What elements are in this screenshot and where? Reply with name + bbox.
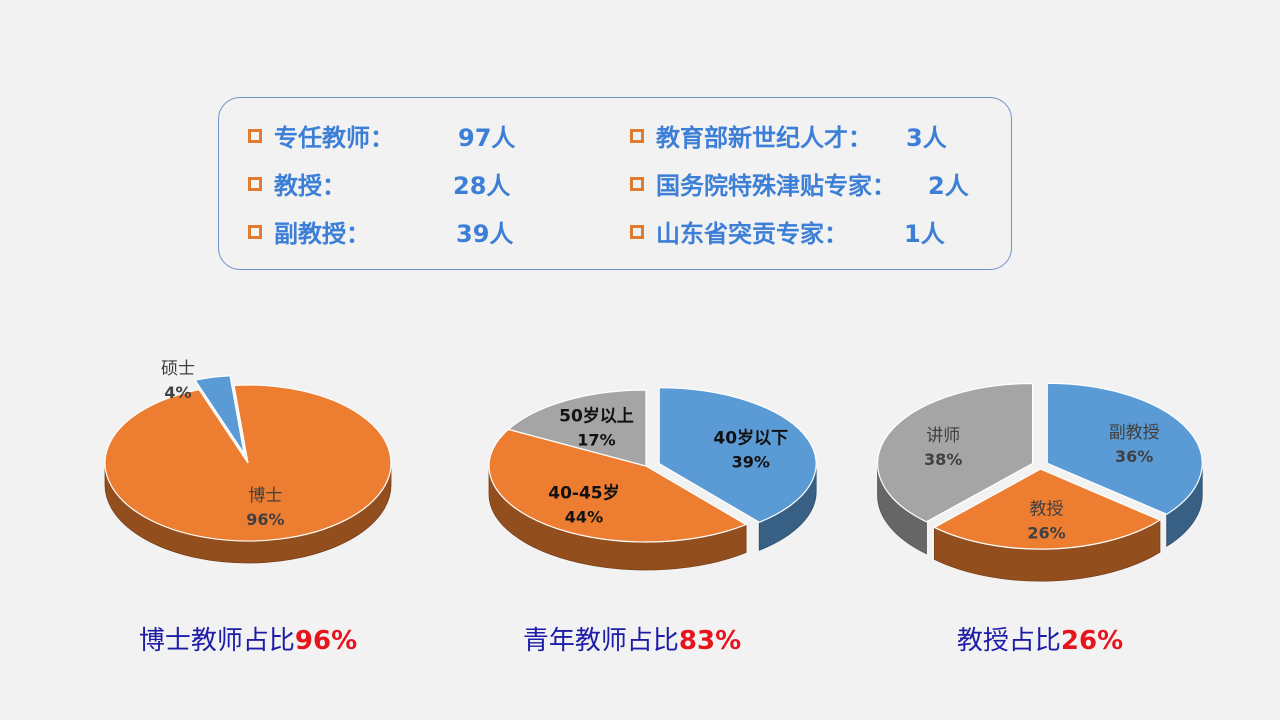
caption-percent: 83% <box>678 626 742 656</box>
stat-value: 2人 <box>928 172 969 200</box>
stat-label: 国务院特殊津贴专家： <box>656 172 896 200</box>
stat-label: 专任教师： <box>274 124 394 152</box>
slice-label-2-3: 50岁以上 <box>559 405 634 426</box>
stats-panel <box>218 97 1012 270</box>
stat-value: 97人 <box>458 124 516 152</box>
slice-label-3-3: 讲师 <box>926 426 960 446</box>
pie-slice-1-1 <box>194 375 245 454</box>
slice-label-2-1: 40岁以下 <box>713 428 788 449</box>
caption-text: 博士教师占比 <box>138 626 295 656</box>
slice-percent-2-2: 44% <box>565 507 603 526</box>
square-bullet-icon <box>630 224 644 239</box>
stat-label: 山东省突贡专家： <box>656 220 848 248</box>
caption-text: 青年教师占比 <box>522 626 679 656</box>
stat-value: 28人 <box>453 172 511 200</box>
caption-percent: 26% <box>1060 626 1124 656</box>
square-bullet-icon <box>248 176 262 191</box>
pie-slice-1-2 <box>104 384 392 542</box>
slice-percent-2-1: 39% <box>732 453 770 472</box>
pie-chart-3: 副教授 36% 教授 26% 讲师 38% <box>876 382 1203 582</box>
stat-associate-professors: 副教授： 39人 <box>248 214 513 249</box>
slice-label-1-1: 硕士 <box>161 359 195 379</box>
stat-new-century-talents: 教育部新世纪人才： 3人 <box>630 118 947 153</box>
stat-state-council-experts: 国务院特殊津贴专家： 2人 <box>630 166 969 201</box>
stat-label: 教育部新世纪人才： <box>656 124 872 152</box>
stat-label: 副教授： <box>274 220 370 248</box>
pie-slice-3-3 <box>876 382 1034 523</box>
stat-shandong-experts: 山东省突贡专家： 1人 <box>630 214 945 249</box>
stat-value: 1人 <box>904 220 945 248</box>
caption-professor-ratio: 教授占比26% <box>957 620 1123 657</box>
caption-doctorate: 博士教师占比96% <box>139 620 357 657</box>
slice-percent-1-2: 96% <box>246 510 284 529</box>
slice-label-3-1: 副教授 <box>1109 423 1160 443</box>
square-bullet-icon <box>248 128 262 143</box>
pie-slice-2-1 <box>658 387 817 523</box>
square-bullet-icon <box>630 128 644 143</box>
slice-label-2-2: 40-45岁 <box>548 482 619 503</box>
pie-slice-3-1 <box>1046 382 1203 515</box>
pie-chart-2: 40岁以下 39% 40-45岁 44% 50岁以上 17% <box>488 387 817 571</box>
stat-value: 39人 <box>456 220 514 248</box>
slice-percent-3-1: 36% <box>1115 447 1153 466</box>
pie-slice-2-2 <box>488 428 748 543</box>
slice-label-3-2: 教授 <box>1030 500 1064 520</box>
caption-text: 教授占比 <box>956 626 1061 656</box>
stat-fulltime-teachers: 专任教师： 97人 <box>248 118 515 153</box>
caption-percent: 96% <box>294 626 358 656</box>
slice-percent-3-3: 38% <box>924 450 962 469</box>
slice-label-1-2: 博士 <box>248 486 282 506</box>
slice-percent-1-1: 4% <box>164 383 191 402</box>
pie-slice-2-3 <box>507 389 647 467</box>
pie-slice-3-2 <box>933 468 1162 550</box>
caption-young-teachers: 青年教师占比83% <box>523 620 741 657</box>
pie-chart-1: 硕士 4% 博士 96% <box>104 359 392 564</box>
square-bullet-icon <box>248 224 262 239</box>
square-bullet-icon <box>630 176 644 191</box>
stat-professors: 教授： 28人 <box>248 166 510 201</box>
slice-percent-3-2: 26% <box>1027 524 1065 543</box>
stat-value: 3人 <box>906 124 947 152</box>
slice-percent-2-3: 17% <box>577 430 615 449</box>
stat-label: 教授： <box>274 172 346 200</box>
